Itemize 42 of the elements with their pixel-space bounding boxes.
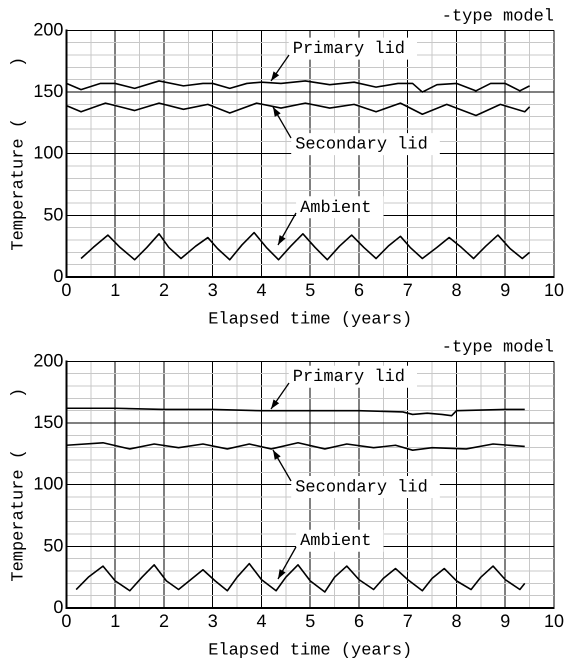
- series-label: Ambient: [300, 532, 372, 552]
- x-tick-label: 1: [110, 280, 120, 300]
- x-tick-label: 8: [451, 610, 462, 631]
- y-axis-title: Temperature ( ): [10, 388, 29, 582]
- x-axis-title: Elapsed time (years): [208, 310, 412, 330]
- legend-label: Secondary lid: [295, 136, 428, 155]
- x-tick-label: 9: [500, 280, 510, 300]
- x-tick-label: 8: [451, 280, 462, 300]
- y-tick-label: 50: [43, 204, 64, 224]
- y-tick-label: 100: [33, 142, 64, 163]
- x-tick-label: 7: [402, 280, 413, 300]
- legend-label: Secondary lid: [295, 478, 428, 498]
- x-tick-label: 5: [305, 610, 316, 631]
- x-tick-label: 9: [500, 610, 510, 631]
- y-tick-label: 100: [33, 474, 64, 494]
- series-label: Ambient: [300, 198, 372, 218]
- x-tick-label: 4: [256, 610, 266, 631]
- y-tick-label: 150: [33, 81, 64, 102]
- series-label: Primary lid: [292, 40, 405, 60]
- y-tick-label: 200: [33, 19, 64, 40]
- x-tick-label: 3: [208, 280, 218, 300]
- chart-title: -type model: [442, 8, 554, 27]
- x-tick-label: 2: [158, 610, 169, 631]
- x-tick-label: 5: [305, 280, 316, 300]
- y-tick-label: 0: [53, 266, 64, 286]
- x-tick-label: 3: [208, 610, 218, 631]
- x-tick-label: 7: [402, 610, 413, 631]
- x-tick-label: 6: [354, 610, 364, 631]
- x-tick-label: 1: [110, 610, 120, 631]
- x-tick-label: 6: [354, 280, 364, 300]
- x-tick-label: 2: [158, 280, 169, 300]
- x-tick-label: 10: [544, 610, 564, 631]
- x-axis-title: Elapsed time (years): [208, 641, 412, 660]
- x-tick-label: 4: [256, 280, 266, 300]
- y-tick-label: 200: [33, 350, 64, 370]
- series-label: Primary lid: [292, 368, 405, 388]
- y-tick-label: 50: [43, 535, 64, 556]
- x-tick-label: 10: [544, 280, 564, 300]
- y-axis-title: Temperature ( ): [10, 56, 29, 251]
- y-tick-label: 0: [53, 596, 64, 617]
- chart-title: -type model: [442, 338, 554, 358]
- y-tick-label: 150: [33, 412, 64, 432]
